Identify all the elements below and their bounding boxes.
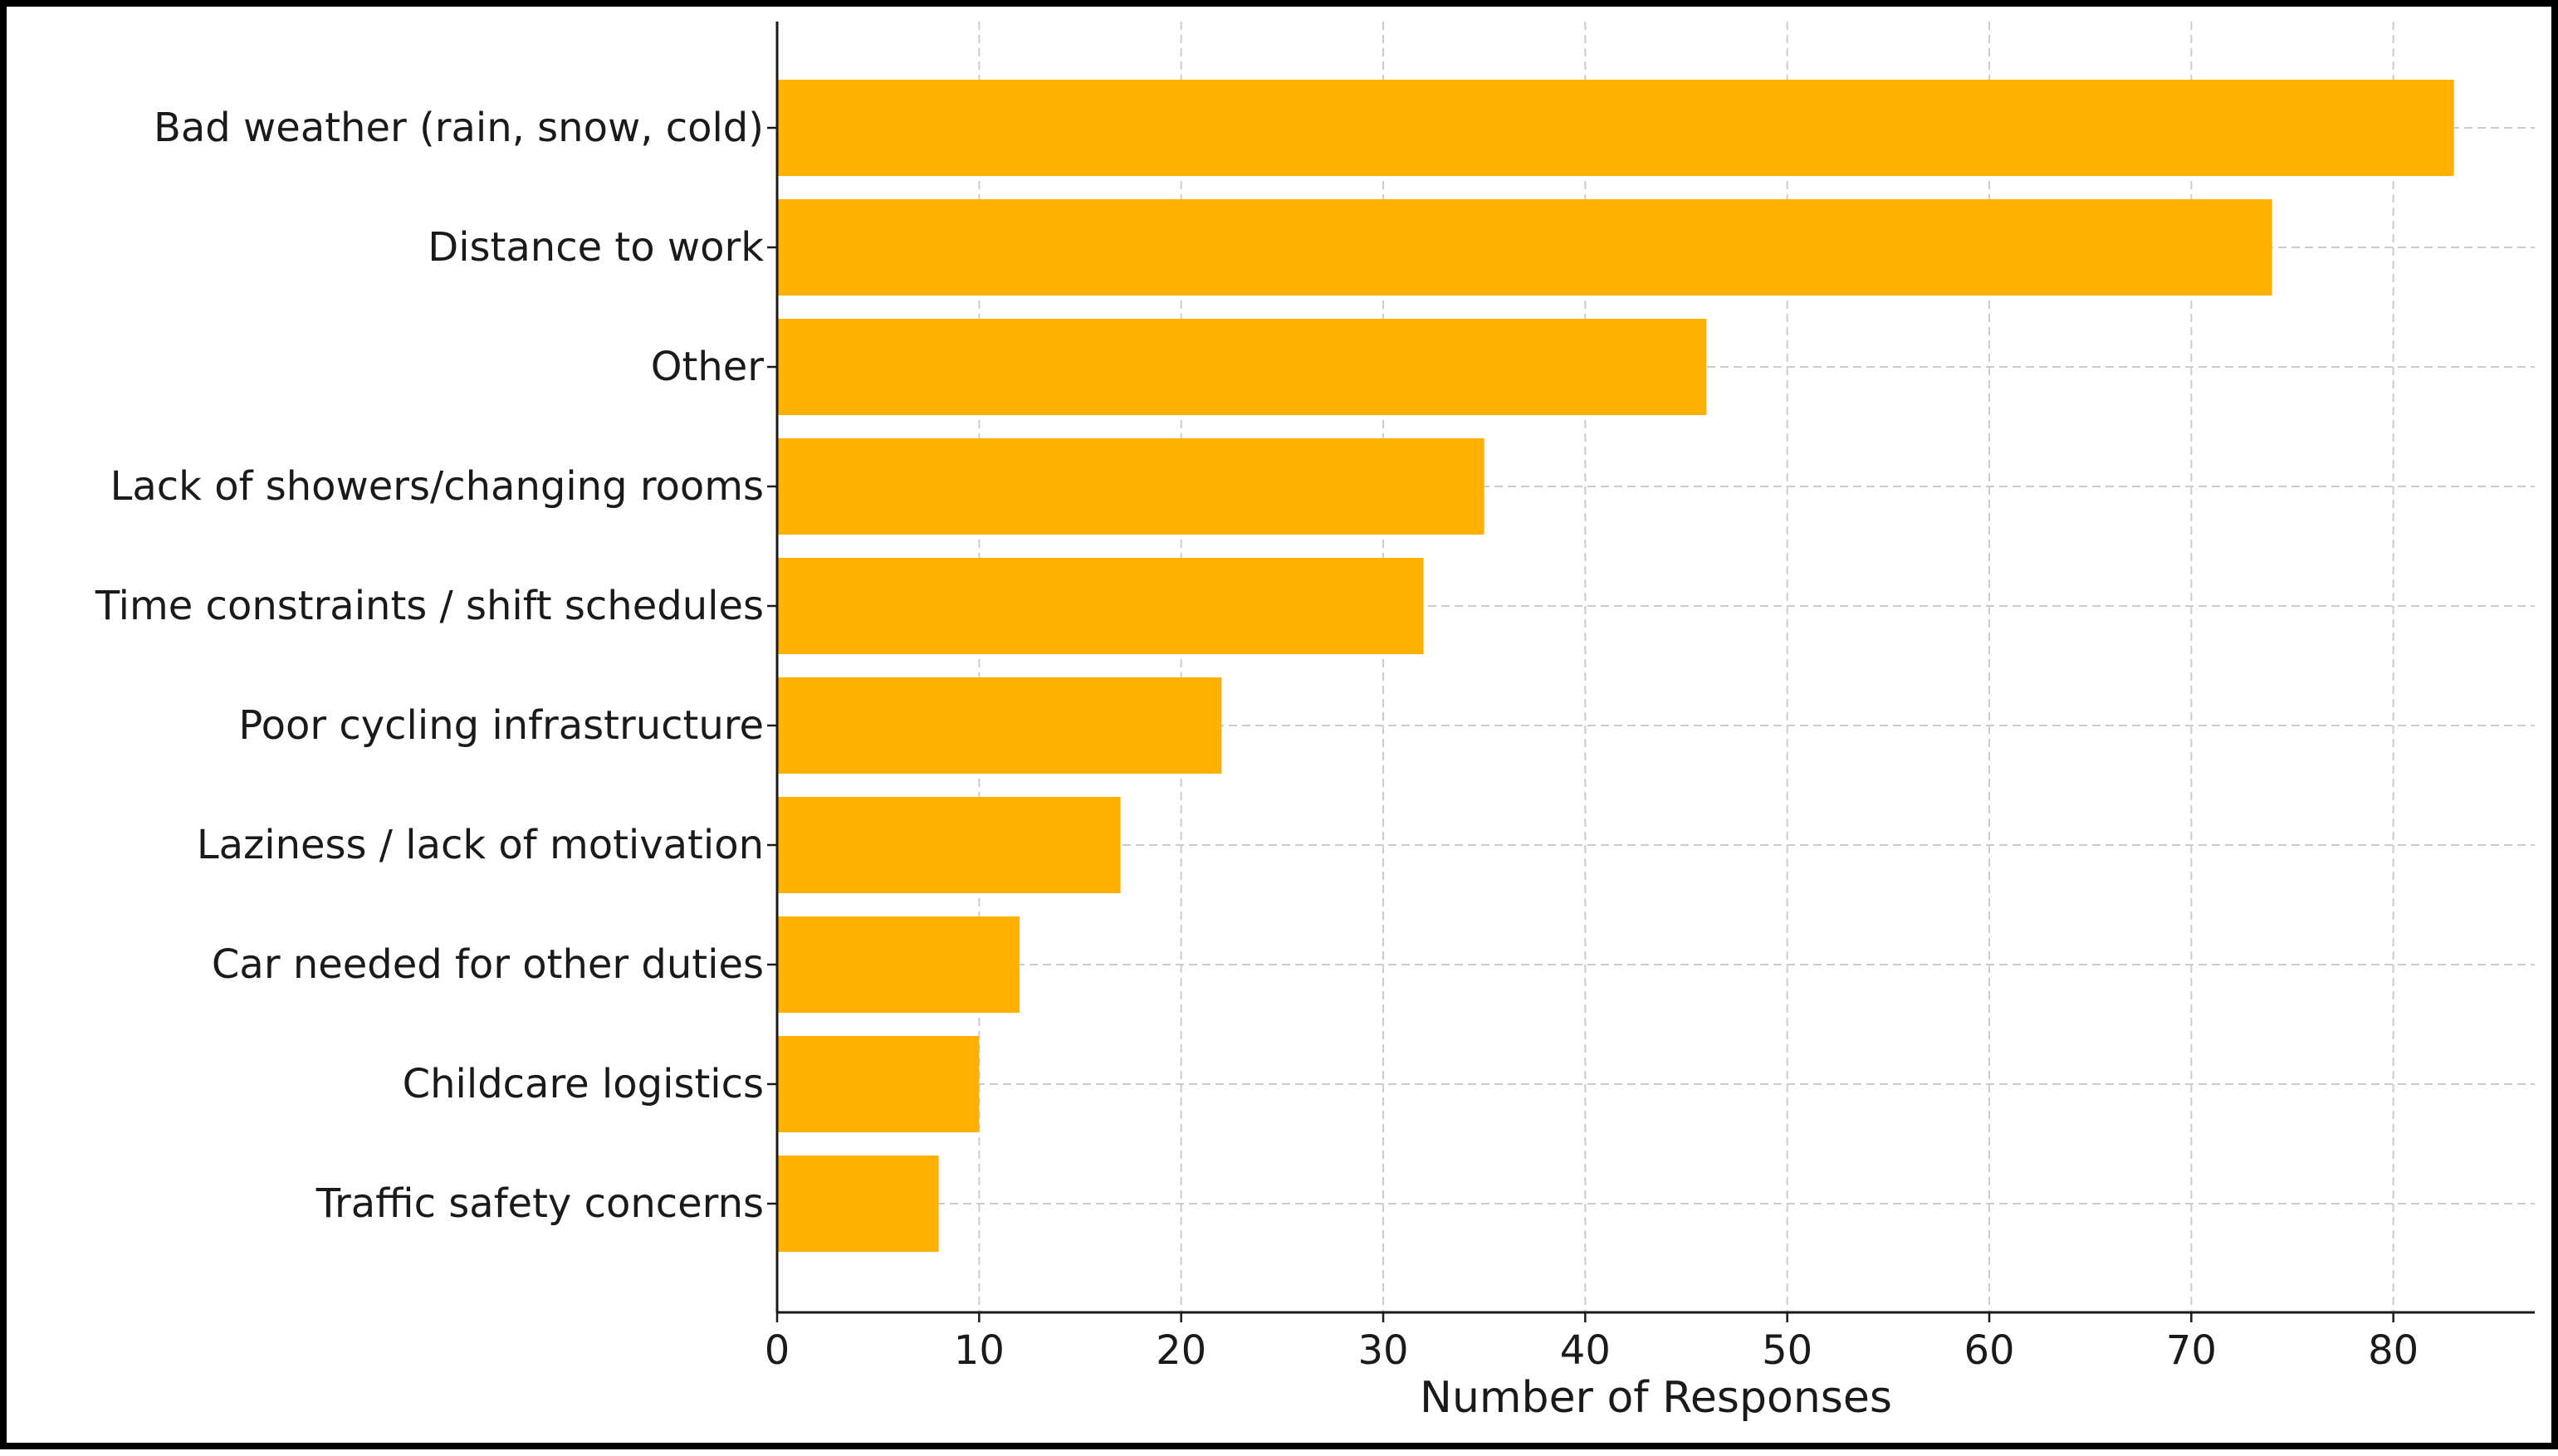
bar — [777, 1036, 980, 1132]
category-label: Car needed for other duties — [212, 941, 764, 988]
category-label: Bad weather (rain, snow, cold) — [154, 105, 764, 151]
x-tick-label: 0 — [765, 1327, 790, 1374]
bar — [777, 80, 2454, 176]
x-tick-label: 50 — [1762, 1327, 1812, 1374]
bar — [777, 1156, 939, 1252]
bar — [777, 797, 1121, 893]
category-label: Time constraints / shift schedules — [95, 583, 764, 629]
bars — [777, 80, 2454, 1252]
category-label: Poor cycling infrastructure — [238, 702, 764, 749]
x-axis-title: Number of Responses — [1420, 1373, 1892, 1423]
bar — [777, 677, 1222, 774]
axes — [767, 22, 2535, 1322]
x-tick-label: 10 — [954, 1327, 1005, 1374]
category-label: Childcare logistics — [403, 1061, 764, 1107]
x-tick-label: 60 — [1964, 1327, 2014, 1374]
bar — [777, 199, 2272, 296]
x-tick-label: 40 — [1560, 1327, 1611, 1374]
labels: Bad weather (rain, snow, cold) Distance t… — [95, 105, 2419, 1374]
bar — [777, 319, 1707, 415]
bar-chart: Bad weather (rain, snow, cold) Distance t… — [95, 22, 2535, 1423]
bar — [777, 916, 1020, 1013]
bar — [777, 558, 1424, 654]
category-label: Lack of showers/changing rooms — [110, 463, 764, 510]
x-tick-label: 20 — [1156, 1327, 1206, 1374]
x-tick-label: 30 — [1357, 1327, 1408, 1374]
category-label: Other — [651, 344, 765, 390]
x-tick-label: 70 — [2166, 1327, 2217, 1374]
category-label: Distance to work — [428, 224, 764, 271]
category-label: Laziness / lack of motivation — [197, 822, 764, 868]
category-label: Traffic safety concerns — [315, 1180, 764, 1227]
x-tick-label: 80 — [2368, 1327, 2419, 1374]
bar — [777, 438, 1484, 535]
